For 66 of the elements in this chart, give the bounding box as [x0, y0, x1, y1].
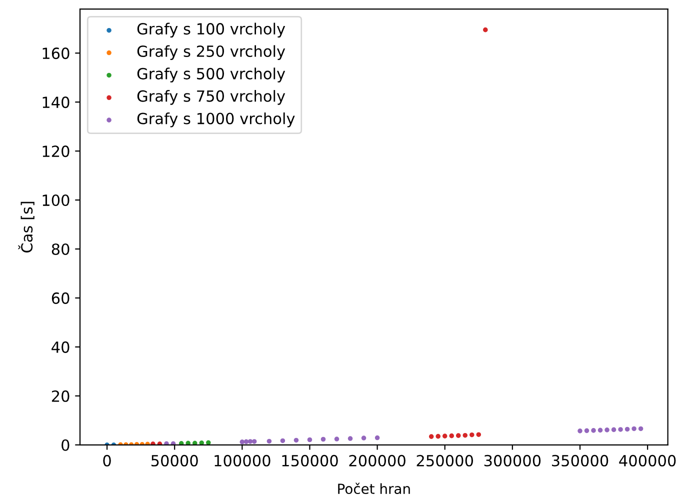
x-tick-label: 300000: [484, 454, 541, 466]
x-tick-label: 150000: [282, 454, 338, 466]
point: [348, 436, 353, 441]
point: [374, 435, 380, 440]
point: [334, 436, 340, 442]
x-tick-label: 200000: [349, 454, 406, 466]
y-tick-label: 160: [42, 48, 70, 60]
point: [611, 427, 616, 432]
point: [199, 440, 204, 445]
y-axis-title: Čas [s]: [18, 202, 34, 252]
point: [178, 441, 184, 445]
point: [170, 441, 176, 445]
point: [307, 437, 312, 442]
y-tick-label: 0: [62, 439, 70, 451]
legend-label: Grafy s 750 vrcholy: [137, 90, 286, 105]
y-tick-label: 140: [42, 96, 70, 108]
point: [624, 426, 630, 432]
point: [186, 440, 191, 445]
legend-label: Grafy s 250 vrcholy: [137, 45, 286, 60]
point: [244, 439, 249, 444]
point: [428, 434, 434, 439]
point: [240, 440, 245, 444]
point: [598, 428, 603, 433]
point: [361, 436, 366, 440]
point: [476, 432, 482, 437]
point: [584, 428, 590, 434]
y-tick-label: 20: [52, 390, 70, 402]
y-tick-label: 60: [52, 292, 70, 304]
x-tick-label: 250000: [416, 454, 474, 466]
x-tick-label: 50000: [151, 454, 198, 466]
point: [192, 440, 198, 445]
point: [150, 442, 156, 445]
x-tick-label: 400000: [619, 454, 676, 466]
x-axis-title: Počet hran: [338, 482, 410, 494]
legend-label: Grafy s 500 vrcholy: [137, 68, 286, 82]
point: [591, 428, 596, 433]
point: [145, 442, 150, 445]
point: [462, 432, 468, 438]
point: [449, 433, 454, 438]
x-tick-label: 350000: [552, 454, 608, 466]
point: [618, 427, 623, 432]
point: [436, 434, 440, 439]
point: [604, 428, 610, 432]
point: [483, 27, 488, 32]
legend-label: Grafy s 100 vrcholy: [137, 22, 286, 38]
point: [456, 433, 461, 438]
point: [206, 440, 211, 445]
point: [442, 434, 448, 438]
x-tick-label: 0: [103, 454, 111, 466]
point: [638, 426, 644, 432]
y-tick-label: 120: [42, 146, 70, 158]
point: [632, 426, 636, 432]
point: [280, 438, 286, 444]
point: [294, 438, 299, 443]
y-tick-label: 80: [52, 243, 70, 256]
point: [320, 436, 326, 442]
point: [252, 439, 257, 444]
x-tick-label: 100000: [214, 454, 270, 466]
y-tick-label: 40: [52, 341, 70, 353]
legend-label: Grafy s 1000 vrcholy: [137, 112, 295, 128]
point: [164, 441, 169, 445]
point: [469, 432, 474, 438]
point: [248, 439, 253, 444]
point: [578, 428, 582, 434]
point: [266, 438, 272, 444]
y-tick-label: 100: [42, 194, 70, 206]
